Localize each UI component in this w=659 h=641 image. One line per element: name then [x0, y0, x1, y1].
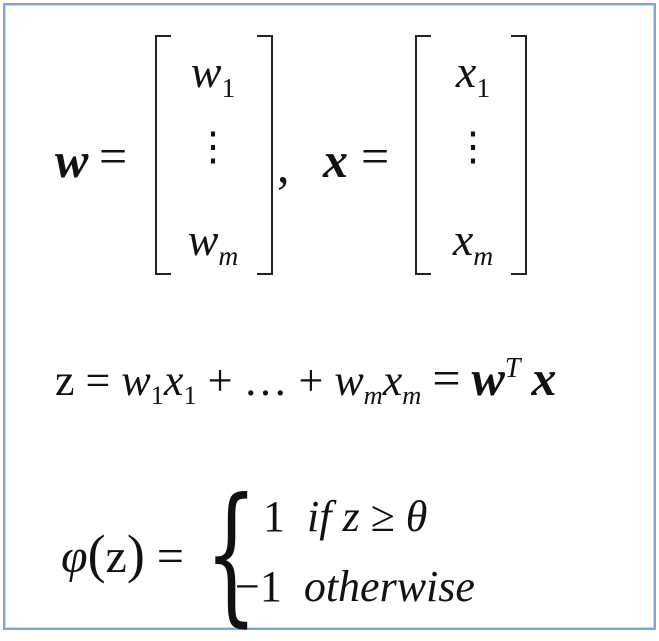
x-last-component: xm — [452, 214, 494, 271]
plus-sign-1: + — [207, 356, 233, 405]
w-first-component: w1 — [190, 46, 236, 103]
z-symbol: z — [55, 356, 75, 405]
w-vertical-dots: ⋮ — [193, 124, 233, 170]
net-input-equation: z = w1x1 + … + wmxm = wT x — [55, 350, 557, 411]
w-left-bracket — [155, 35, 171, 275]
equals-sign-4: = — [432, 350, 461, 406]
x-left-bracket — [415, 35, 431, 275]
equals-sign-3: = — [85, 356, 111, 405]
equals-sign-1: = — [99, 128, 128, 184]
w-vector-symbol: w — [55, 132, 89, 188]
x-first-component: x1 — [455, 46, 491, 103]
case-otherwise: −1 otherwise — [235, 562, 475, 611]
x-bold-symbol: x — [531, 350, 557, 406]
case-if: 1 if z ≥ θ — [263, 492, 428, 541]
w-last-component: wm — [187, 214, 239, 271]
comma: , — [277, 137, 290, 193]
w-transpose-symbol: w — [471, 350, 505, 406]
curly-brace: { — [205, 467, 258, 641]
x-vector-symbol: x — [323, 132, 348, 188]
plus-sign-2: + — [298, 356, 324, 405]
transpose-superscript: T — [504, 352, 521, 384]
x-vertical-dots: ⋮ — [453, 124, 493, 170]
phi-of-z: φ(z) = — [61, 524, 184, 584]
w-right-bracket — [257, 35, 273, 275]
x-right-bracket — [511, 35, 527, 275]
phi-symbol: φ — [61, 530, 88, 583]
equals-sign-2: = — [361, 128, 390, 184]
ellipsis: … — [243, 356, 288, 405]
formula-card: w = w1 ⋮ wm , x = x1 ⋮ xm z = w1x1 + … +… — [3, 3, 656, 630]
equals-sign-5: = — [156, 530, 184, 583]
